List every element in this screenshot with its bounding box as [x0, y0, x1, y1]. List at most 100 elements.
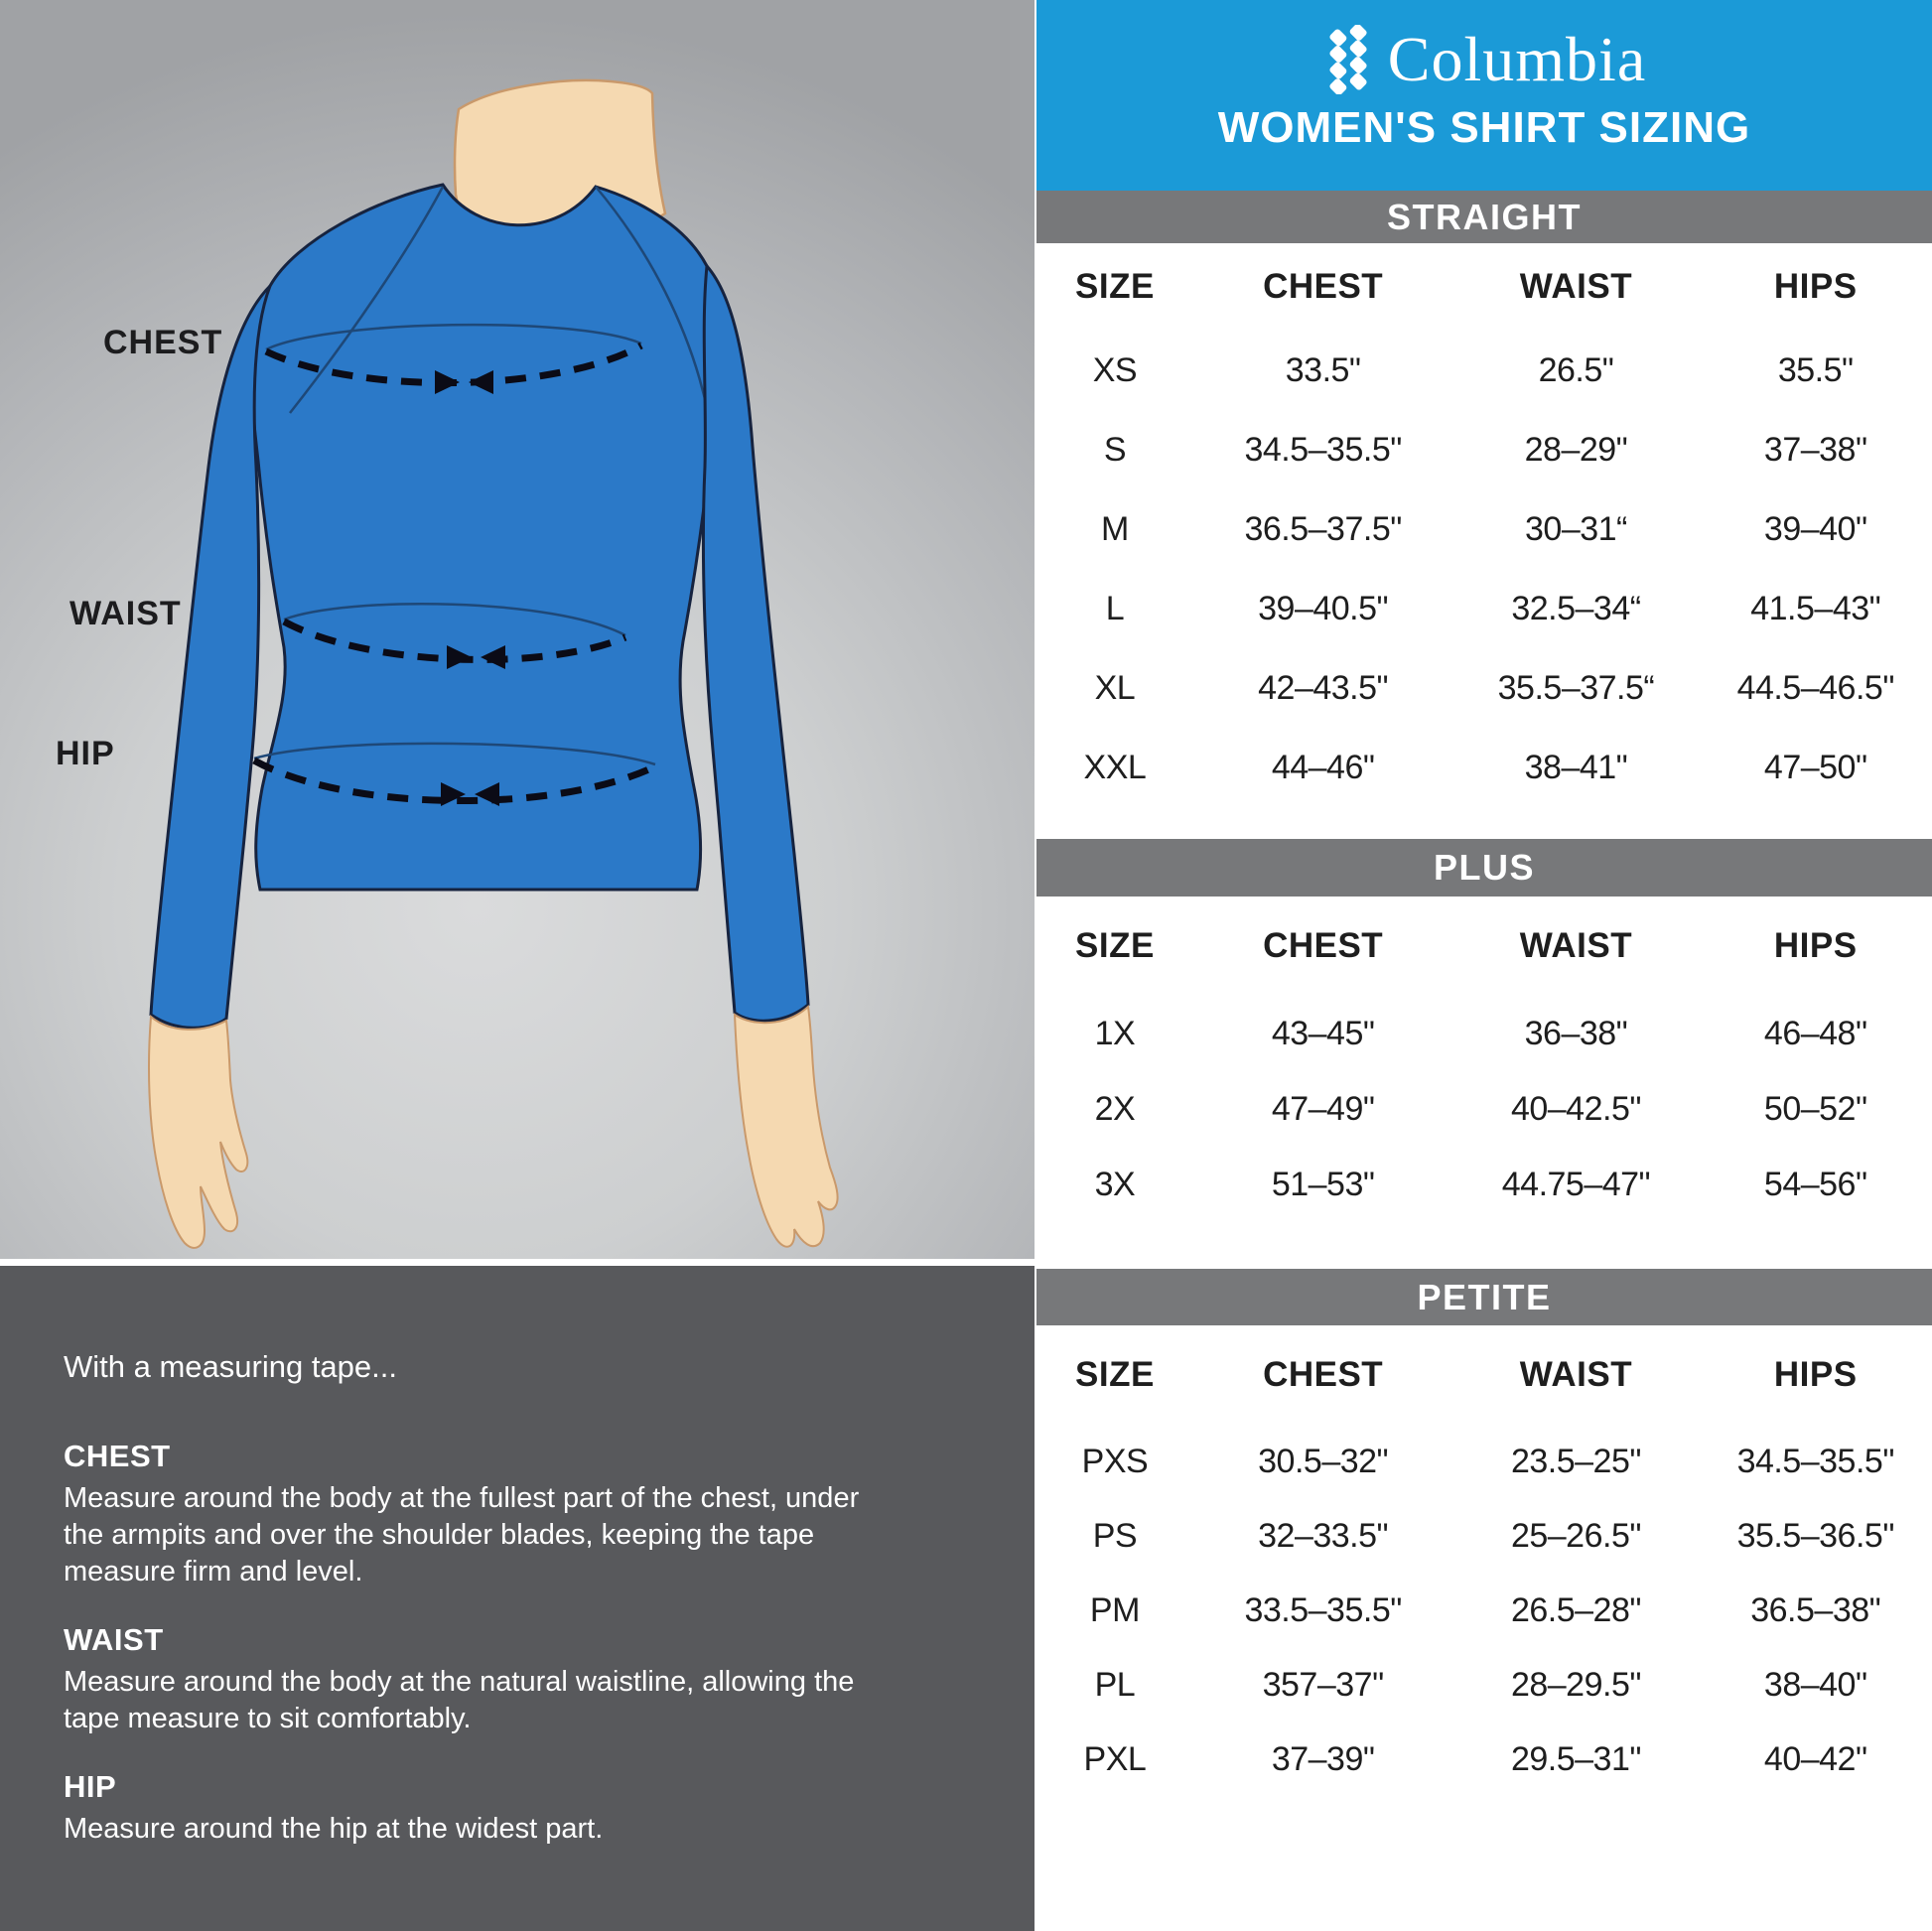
- straight-band: STRAIGHT: [1036, 191, 1932, 243]
- petite-table: SIZE CHEST WAIST HIPS PXS 30.5–32" 23.5–…: [1036, 1325, 1932, 1797]
- hips-cell: 35.5": [1777, 350, 1854, 389]
- col-header-size: SIZE: [1075, 267, 1155, 306]
- instructions-intro: With a measuring tape...: [64, 1349, 397, 1384]
- hips-cell: 36.5–38": [1750, 1591, 1881, 1629]
- size-cell: S: [1103, 430, 1127, 469]
- chest-cell: 51–53": [1271, 1165, 1375, 1203]
- chest-instruction-title: CHEST: [64, 1439, 171, 1473]
- table-row: 3X 51–53" 44.75–47" 54–56": [1036, 1147, 1932, 1222]
- col-header-hips: HIPS: [1773, 267, 1858, 306]
- size-cell: PXS: [1081, 1443, 1149, 1480]
- waist-cell: 26.5–28": [1510, 1591, 1641, 1629]
- table-row: L 39–40.5" 32.5–34“ 41.5–43": [1036, 569, 1932, 648]
- shirt-sleeve-right: [701, 262, 810, 1023]
- size-cell: XL: [1094, 668, 1136, 707]
- size-cell: 1X: [1094, 1014, 1136, 1052]
- hips-cell: 38–40": [1763, 1666, 1867, 1704]
- hip-arrow-right-icon: [441, 782, 466, 806]
- waist-cell: 26.5": [1538, 350, 1614, 389]
- straight-table: SIZE CHEST WAIST HIPS XS 33.5" 26.5" 35.…: [1036, 243, 1932, 839]
- waist-cell: 28–29": [1524, 430, 1628, 469]
- col-header-waist: WAIST: [1519, 267, 1633, 306]
- hip-arrow-left-icon: [475, 782, 499, 806]
- table-row: XL 42–43.5" 35.5–37.5“ 44.5–46.5": [1036, 648, 1932, 728]
- chest-cell: 34.5–35.5": [1244, 430, 1402, 469]
- raglan-seam-left: [289, 186, 445, 414]
- waist-arrow-left-icon: [481, 645, 505, 669]
- size-cell: XS: [1092, 350, 1138, 389]
- hand-right: [733, 1004, 839, 1248]
- chest-cell: 32–33.5": [1258, 1517, 1389, 1555]
- columbia-diamonds-icon: [1329, 25, 1367, 94]
- col-header-chest: CHEST: [1263, 267, 1384, 306]
- hip-instruction-title: HIP: [64, 1769, 117, 1804]
- chest-cell: 39–40.5": [1258, 589, 1389, 627]
- petite-header-row: SIZE CHEST WAIST HIPS: [1036, 1325, 1932, 1425]
- chest-cell: 44–46": [1271, 748, 1375, 786]
- waist-cell: 36–38": [1524, 1014, 1628, 1052]
- table-row: S 34.5–35.5" 28–29" 37–38": [1036, 410, 1932, 489]
- brand-header: Columbia WOMEN'S SHIRT SIZING: [1036, 0, 1932, 191]
- waist-cell: 23.5–25": [1510, 1443, 1641, 1480]
- brand-wordmark: Columbia: [1387, 24, 1647, 94]
- size-cell: PM: [1089, 1591, 1140, 1629]
- chest-instruction-body: Measure around the body at the fullest p…: [64, 1482, 860, 1587]
- hand-left: [148, 1014, 249, 1249]
- petite-band: PETITE: [1036, 1269, 1932, 1325]
- plus-band: PLUS: [1036, 839, 1932, 897]
- chest-cell: 36.5–37.5": [1244, 509, 1402, 548]
- figure-chest-label: CHEST: [103, 324, 223, 361]
- waist-cell: 32.5–34“: [1511, 589, 1641, 627]
- shirt-sleeve-left: [149, 284, 272, 1030]
- waist-cell: 30–31“: [1525, 509, 1627, 548]
- size-cell: 2X: [1094, 1089, 1136, 1128]
- torso-illustration: [148, 78, 839, 1249]
- waist-cell: 38–41": [1524, 748, 1628, 786]
- hip-instruction-body: Measure around the hip at the widest par…: [64, 1813, 604, 1845]
- chest-cell: 43–45": [1271, 1014, 1375, 1052]
- size-cell: PL: [1094, 1666, 1136, 1704]
- waist-arrow-right-icon: [447, 645, 472, 669]
- waist-cell: 40–42.5": [1510, 1089, 1641, 1128]
- waist-cell: 25–26.5": [1510, 1517, 1641, 1555]
- col-header-hips: HIPS: [1773, 926, 1858, 965]
- figure-waist-label: WAIST: [69, 595, 182, 632]
- chest-arrow-right-icon: [435, 370, 460, 394]
- hips-cell: 40–42": [1763, 1740, 1867, 1778]
- table-row: PL 357–37" 28–29.5" 38–40": [1036, 1648, 1932, 1723]
- hip-contour-line: [253, 742, 656, 766]
- waist-contour-line: [283, 603, 626, 637]
- hips-cell: 47–50": [1763, 748, 1867, 786]
- waist-cell: 28–29.5": [1510, 1666, 1641, 1704]
- sizing-panel: Columbia WOMEN'S SHIRT SIZING STRAIGHT S…: [1036, 0, 1932, 1931]
- waist-cell: 44.75–47": [1501, 1165, 1651, 1203]
- size-cell: PS: [1092, 1517, 1138, 1555]
- hips-cell: 41.5–43": [1750, 589, 1881, 627]
- hips-cell: 50–52": [1763, 1089, 1867, 1128]
- table-row: PM 33.5–35.5" 26.5–28" 36.5–38": [1036, 1574, 1932, 1648]
- hips-cell: 39–40": [1763, 509, 1867, 548]
- waist-cell: 35.5–37.5“: [1497, 668, 1655, 707]
- col-header-waist: WAIST: [1519, 1355, 1633, 1394]
- chest-cell: 37–39": [1271, 1740, 1375, 1778]
- table-row: PXS 30.5–32" 23.5–25" 34.5–35.5": [1036, 1425, 1932, 1499]
- size-cell: 3X: [1094, 1165, 1136, 1203]
- table-row: M 36.5–37.5" 30–31“ 39–40": [1036, 489, 1932, 569]
- chest-arrow-left-icon: [469, 370, 493, 394]
- size-cell: PXL: [1083, 1740, 1147, 1778]
- hips-cell: 35.5–36.5": [1736, 1517, 1895, 1555]
- chest-cell: 30.5–32": [1258, 1443, 1389, 1480]
- waist-cell: 29.5–31": [1510, 1740, 1641, 1778]
- size-cell: M: [1101, 509, 1129, 548]
- col-header-chest: CHEST: [1263, 1355, 1384, 1394]
- size-cell: XXL: [1083, 748, 1147, 786]
- chest-cell: 42–43.5": [1258, 668, 1389, 707]
- hip-dashed-line: [252, 757, 657, 805]
- col-header-size: SIZE: [1075, 1355, 1155, 1394]
- hips-cell: 44.5–46.5": [1736, 668, 1895, 707]
- measuring-instructions-panel: With a measuring tape... CHEST Measure a…: [0, 1266, 1035, 1931]
- col-header-chest: CHEST: [1263, 926, 1384, 965]
- chest-cell: 33.5": [1285, 350, 1361, 389]
- table-row: 1X 43–45" 36–38" 46–48": [1036, 996, 1932, 1071]
